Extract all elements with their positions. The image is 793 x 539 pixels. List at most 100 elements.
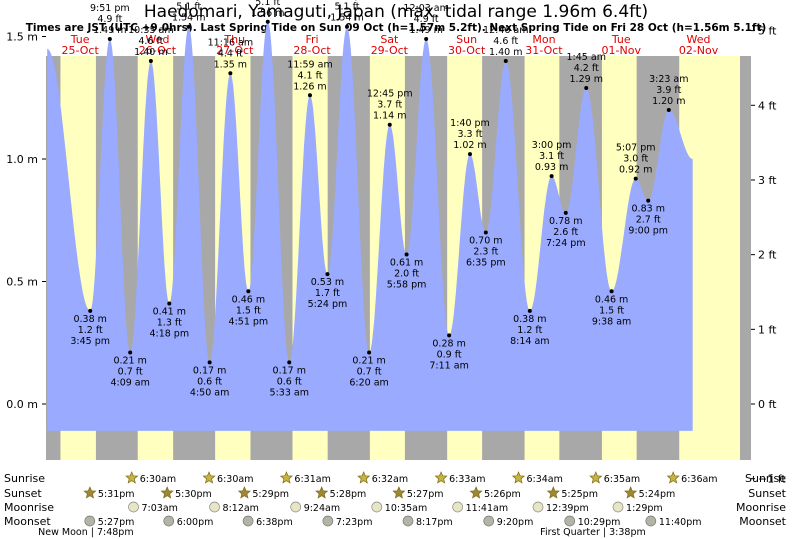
- day-label: Wed: [145, 33, 169, 46]
- high-tide-label: 5.1 ft: [334, 2, 359, 13]
- low-tide-label: 5:58 pm: [387, 280, 427, 291]
- high-tide-label: 1.49 m: [93, 25, 126, 36]
- low-tide-label: 4:09 am: [110, 378, 149, 389]
- sunrise-star-icon: [434, 471, 448, 484]
- moonset-icon: [163, 515, 175, 527]
- high-tide-label: 4.9 ft: [97, 14, 122, 25]
- day-label: Tue: [611, 33, 631, 46]
- high-tide-label: 10:21 pm: [166, 0, 212, 2]
- low-tide-label: 1.2 ft: [78, 325, 103, 336]
- date-label: 02-Nov: [679, 44, 719, 57]
- row-label-left: Sunrise: [4, 472, 45, 485]
- moonset-time: 11:40pm: [659, 517, 702, 528]
- sunset-time: 5:27pm: [407, 489, 444, 500]
- low-tide-label: 0.46 m: [595, 294, 628, 305]
- high-tide-label: 3.7 ft: [377, 100, 402, 111]
- y-left-tick-label: 0.5 m: [6, 276, 38, 289]
- low-tide-label: 6:35 pm: [466, 258, 506, 269]
- moonrise-icon: [371, 501, 383, 513]
- low-tide-label: 0.38 m: [513, 314, 546, 325]
- date-label: 31-Oct: [525, 44, 563, 57]
- moonset-time: 7:23pm: [336, 517, 373, 528]
- high-tide-label: 11:27 pm: [324, 0, 370, 2]
- low-tide-label: 0.17 m: [273, 365, 306, 376]
- moonrise-icon: [128, 501, 139, 513]
- sunrise-star-icon: [279, 471, 293, 484]
- high-tide-label: 1.20 m: [652, 96, 685, 107]
- high-tide-dot: [186, 24, 191, 29]
- sunset-time: 5:24pm: [639, 489, 676, 500]
- low-tide-label: 1.2 ft: [517, 325, 542, 336]
- date-label: 01-Nov: [602, 44, 642, 57]
- row-label-right: Sunrise: [745, 472, 786, 485]
- moonrise-time: 1:29pm: [626, 503, 663, 514]
- sunset-time: 5:31pm: [98, 489, 135, 500]
- day-label: Wed: [687, 33, 711, 46]
- high-tide-label: 4.4 ft: [218, 48, 243, 59]
- sunrise-time: 6:32am: [372, 474, 408, 485]
- chart-title: Haedomari, Yamaguti, Japan (max. tidal r…: [144, 2, 648, 22]
- high-tide-label: 5:07 pm: [616, 143, 656, 154]
- high-tide-dot: [228, 71, 233, 76]
- low-tide-dot: [447, 333, 452, 338]
- row-label-right: Sunset: [748, 487, 786, 500]
- low-tide-label: 2.3 ft: [473, 247, 498, 258]
- moonrise-icon: [452, 501, 463, 513]
- low-tide-label: 4:51 pm: [229, 316, 269, 327]
- low-tide-label: 8:14 am: [510, 336, 549, 347]
- row-label-right: Moonset: [739, 515, 786, 528]
- low-tide-dot: [563, 210, 568, 215]
- high-tide-label: 1.02 m: [453, 140, 486, 151]
- moonset-icon: [322, 515, 334, 527]
- high-tide-label: 1.54 m: [172, 13, 205, 24]
- moonrise-time: 9:24am: [304, 503, 340, 514]
- day-label: Sat: [380, 33, 399, 46]
- chart-subtitle: Times are JST (UTC +9.0hrs). Last Spring…: [26, 22, 767, 34]
- low-tide-label: 1.5 ft: [599, 305, 624, 316]
- low-tide-label: 9:38 am: [592, 316, 631, 327]
- low-tide-label: 0.38 m: [73, 314, 106, 325]
- high-tide-dot: [633, 176, 638, 181]
- moonset-icon: [483, 515, 495, 527]
- sunrise-star-icon: [589, 471, 603, 484]
- right-axis-bar: [740, 56, 751, 460]
- moonset-icon: [84, 515, 96, 527]
- sunrise-star-icon: [357, 471, 371, 484]
- high-tide-label: 11:59 am: [287, 59, 332, 70]
- low-tide-dot: [246, 289, 251, 294]
- high-tide-dot: [666, 108, 671, 112]
- sunrise-star-icon: [666, 471, 680, 484]
- high-tide-dot: [107, 36, 112, 41]
- moonrise-icon: [209, 501, 220, 513]
- tide-area: [47, 21, 693, 431]
- sunrise-time: 6:36am: [681, 474, 717, 485]
- low-tide-label: 0.83 m: [632, 204, 665, 215]
- low-tide-label: 0.21 m: [352, 356, 385, 367]
- low-tide-label: 0.6 ft: [277, 376, 302, 387]
- high-tide-label: 3:23 am: [649, 74, 688, 85]
- low-tide-label: 0.41 m: [153, 307, 186, 318]
- high-tide-dot: [503, 59, 508, 63]
- high-tide-label: 4.6 ft: [493, 36, 518, 47]
- moonset-time: 5:27pm: [98, 517, 135, 528]
- y-right-tick-label: 2 ft: [758, 249, 777, 262]
- moon-phase-label: First Quarter | 3:38pm: [540, 527, 646, 538]
- moonrise-icon: [532, 501, 544, 513]
- sunset-time: 5:30pm: [175, 489, 212, 500]
- sunrise-time: 6:34am: [526, 474, 562, 485]
- date-label: 26-Oct: [139, 44, 177, 57]
- high-tide-label: 1.54 m: [330, 13, 363, 24]
- sunrise-star-icon: [511, 471, 526, 484]
- sunset-star-icon: [160, 486, 174, 499]
- low-tide-label: 1.7 ft: [315, 288, 340, 299]
- low-tide-label: 0.70 m: [469, 236, 502, 247]
- row-label-right: Moonrise: [736, 501, 786, 514]
- high-tide-label: 12:46 am: [483, 25, 528, 36]
- sunset-star-icon: [315, 486, 329, 499]
- high-tide-label: 10:35 am: [128, 25, 173, 36]
- sunset-time: 5:26pm: [484, 489, 521, 500]
- low-tide-label: 1.5 ft: [236, 305, 261, 316]
- sunrise-star-icon: [202, 471, 216, 484]
